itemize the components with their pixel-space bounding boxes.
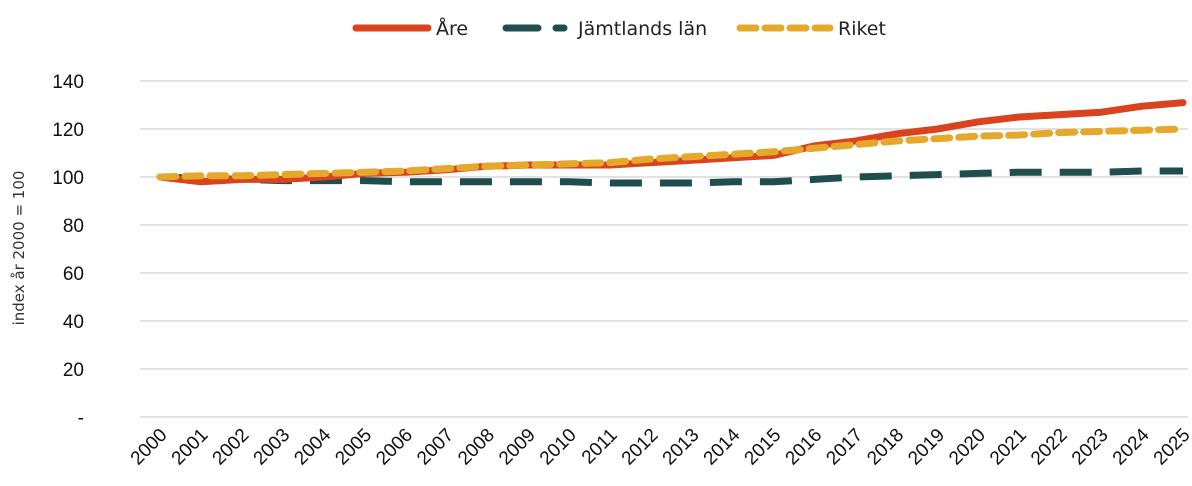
x-tick-label: 2002 xyxy=(209,425,254,470)
x-tick-label: 2001 xyxy=(168,425,213,470)
series-lines xyxy=(160,103,1183,183)
x-tick-label: 2021 xyxy=(986,425,1031,470)
x-tick-label: 2016 xyxy=(782,425,827,470)
legend-label: Jämtlands län xyxy=(577,18,707,40)
x-tick-label: 2000 xyxy=(127,425,172,470)
legend-label: Riket xyxy=(838,18,886,40)
x-tick-label: 2017 xyxy=(822,425,867,470)
y-tick-label: 80 xyxy=(63,216,84,237)
x-tick-label: 2015 xyxy=(741,425,786,470)
x-tick-label: 2019 xyxy=(904,425,949,470)
y-tick-label: 100 xyxy=(52,168,84,189)
x-tick-label: 2018 xyxy=(863,425,908,470)
x-tick-label: 2020 xyxy=(945,425,990,470)
x-tick-label: 2006 xyxy=(372,425,417,470)
x-tick-label: 2012 xyxy=(618,425,663,470)
x-tick-label: 2013 xyxy=(659,425,704,470)
x-tick-label: 2010 xyxy=(536,425,581,470)
y-tick-label: 20 xyxy=(63,360,84,381)
x-tick-label: 2024 xyxy=(1109,424,1154,469)
legend-label: Åre xyxy=(436,17,468,40)
grid-lines xyxy=(140,81,1188,417)
x-tick-label: 2005 xyxy=(331,425,376,470)
y-tick-label: 120 xyxy=(52,120,84,141)
x-axis-ticks: 2000200120022003200420052006200720082009… xyxy=(127,424,1192,469)
x-tick-label: 2004 xyxy=(290,424,335,469)
y-tick-label: 40 xyxy=(63,312,84,333)
x-tick-label: 2022 xyxy=(1027,425,1072,470)
y-axis-label: index år 2000 = 100 xyxy=(10,171,28,326)
y-tick-label: - xyxy=(78,408,84,429)
y-tick-label: 60 xyxy=(63,264,84,285)
y-tick-label: 140 xyxy=(52,72,84,93)
x-tick-label: 2008 xyxy=(454,425,499,470)
x-tick-label: 2011 xyxy=(578,425,622,469)
x-tick-label: 2014 xyxy=(700,424,745,469)
x-tick-label: 2003 xyxy=(250,425,295,470)
x-tick-label: 2007 xyxy=(413,425,458,470)
x-tick-label: 2025 xyxy=(1150,425,1192,470)
x-tick-label: 2023 xyxy=(1068,425,1113,470)
x-tick-label: 2009 xyxy=(495,425,540,470)
legend: Åre Jämtlands län Riket xyxy=(356,17,886,40)
y-axis-ticks: - 20 40 60 80 100 120 140 xyxy=(52,72,84,429)
